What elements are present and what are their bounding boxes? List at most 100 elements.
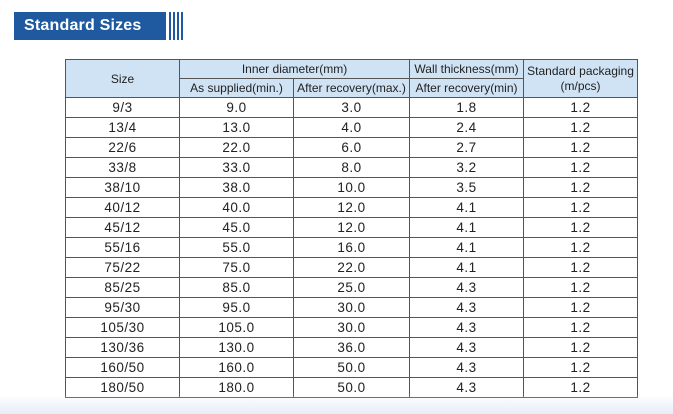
- table-row: 45/12 45.0 12.0 4.1 1.2: [65, 217, 639, 238]
- cell-wall-thickness: 3.5: [409, 177, 525, 198]
- cell-after-recovery-max: 8.0: [292, 157, 411, 178]
- table-row: 105/30 105.0 30.0 4.3 1.2: [65, 317, 639, 338]
- table-row: 55/16 55.0 16.0 4.1 1.2: [65, 237, 639, 258]
- cell-as-supplied: 38.0: [179, 177, 294, 198]
- header-as-supplied: As supplied(min.): [179, 78, 294, 98]
- cell-wall-thickness: 4.3: [409, 337, 525, 358]
- table-row: 130/36 130.0 36.0 4.3 1.2: [65, 337, 639, 358]
- standard-sizes-table: Size Inner diameter(mm) Wall thickness(m…: [65, 59, 639, 398]
- header-wall-thickness: Wall thickness(mm): [409, 59, 525, 79]
- cell-as-supplied: 33.0: [179, 157, 294, 178]
- cell-packaging: 1.2: [523, 357, 639, 378]
- cell-packaging: 1.2: [523, 277, 639, 298]
- table-row: 38/10 38.0 10.0 3.5 1.2: [65, 177, 639, 198]
- cell-after-recovery-max: 50.0: [292, 357, 411, 378]
- table-row: 13/4 13.0 4.0 2.4 1.2: [65, 117, 639, 138]
- cell-after-recovery-max: 3.0: [292, 97, 411, 118]
- cell-packaging: 1.2: [523, 297, 639, 318]
- cell-packaging: 1.2: [523, 97, 639, 118]
- cell-packaging: 1.2: [523, 337, 639, 358]
- cell-size: 105/30: [65, 317, 180, 338]
- table-row: 160/50 160.0 50.0 4.3 1.2: [65, 357, 639, 378]
- cell-size: 22/6: [65, 137, 180, 158]
- cell-after-recovery-max: 12.0: [292, 197, 411, 218]
- cell-after-recovery-max: 22.0: [292, 257, 411, 278]
- cell-size: 45/12: [65, 217, 180, 238]
- cell-packaging: 1.2: [523, 137, 639, 158]
- cell-after-recovery-max: 6.0: [292, 137, 411, 158]
- cell-as-supplied: 75.0: [179, 257, 294, 278]
- cell-size: 130/36: [65, 337, 180, 358]
- cell-packaging: 1.2: [523, 317, 639, 338]
- cell-as-supplied: 160.0: [179, 357, 294, 378]
- header-packaging-line1: Standard packaging: [527, 63, 634, 78]
- cell-size: 95/30: [65, 297, 180, 318]
- cell-as-supplied: 55.0: [179, 237, 294, 258]
- cell-packaging: 1.2: [523, 117, 639, 138]
- cell-as-supplied: 95.0: [179, 297, 294, 318]
- cell-packaging: 1.2: [523, 237, 639, 258]
- table-row: 75/22 75.0 22.0 4.1 1.2: [65, 257, 639, 278]
- banner-stripes-decoration: [169, 12, 185, 40]
- cell-after-recovery-max: 36.0: [292, 337, 411, 358]
- cell-wall-thickness: 4.1: [409, 257, 525, 278]
- cell-size: 38/10: [65, 177, 180, 198]
- table-row: 180/50 180.0 50.0 4.3 1.2: [65, 377, 639, 398]
- cell-wall-thickness: 1.8: [409, 97, 525, 118]
- cell-packaging: 1.2: [523, 217, 639, 238]
- cell-as-supplied: 45.0: [179, 217, 294, 238]
- cell-after-recovery-max: 30.0: [292, 317, 411, 338]
- cell-size: 160/50: [65, 357, 180, 378]
- cell-packaging: 1.2: [523, 377, 639, 398]
- cell-as-supplied: 22.0: [179, 137, 294, 158]
- table-row: 22/6 22.0 6.0 2.7 1.2: [65, 137, 639, 158]
- cell-as-supplied: 130.0: [179, 337, 294, 358]
- header-size: Size: [65, 59, 180, 98]
- cell-as-supplied: 105.0: [179, 317, 294, 338]
- header-after-recovery-min: After recovery(min): [409, 78, 525, 98]
- section-banner: Standard Sizes: [14, 12, 185, 40]
- cell-wall-thickness: 3.2: [409, 157, 525, 178]
- header-packaging-line2: (m/pcs): [560, 78, 601, 93]
- cell-size: 75/22: [65, 257, 180, 278]
- cell-after-recovery-max: 25.0: [292, 277, 411, 298]
- table-row: 85/25 85.0 25.0 4.3 1.2: [65, 277, 639, 298]
- cell-after-recovery-max: 30.0: [292, 297, 411, 318]
- table-row: 95/30 95.0 30.0 4.3 1.2: [65, 297, 639, 318]
- cell-wall-thickness: 2.4: [409, 117, 525, 138]
- cell-wall-thickness: 4.1: [409, 217, 525, 238]
- table-row: 9/3 9.0 3.0 1.8 1.2: [65, 97, 639, 118]
- cell-wall-thickness: 4.3: [409, 357, 525, 378]
- header-after-recovery-max: After recovery(max.): [292, 78, 411, 98]
- section-title: Standard Sizes: [14, 12, 166, 40]
- cell-wall-thickness: 4.3: [409, 277, 525, 298]
- cell-size: 55/16: [65, 237, 180, 258]
- cell-as-supplied: 9.0: [179, 97, 294, 118]
- cell-size: 13/4: [65, 117, 180, 138]
- cell-size: 40/12: [65, 197, 180, 218]
- cell-packaging: 1.2: [523, 177, 639, 198]
- cell-after-recovery-max: 12.0: [292, 217, 411, 238]
- cell-wall-thickness: 4.3: [409, 297, 525, 318]
- cell-after-recovery-max: 4.0: [292, 117, 411, 138]
- bottom-fade-decoration: [0, 394, 673, 414]
- header-standard-packaging: Standard packaging (m/pcs): [523, 59, 639, 98]
- cell-after-recovery-max: 10.0: [292, 177, 411, 198]
- cell-packaging: 1.2: [523, 197, 639, 218]
- cell-size: 85/25: [65, 277, 180, 298]
- cell-as-supplied: 13.0: [179, 117, 294, 138]
- header-inner-diameter: Inner diameter(mm): [178, 59, 411, 79]
- cell-after-recovery-max: 16.0: [292, 237, 411, 258]
- cell-packaging: 1.2: [523, 157, 639, 178]
- table-row: 40/12 40.0 12.0 4.1 1.2: [65, 197, 639, 218]
- cell-as-supplied: 40.0: [179, 197, 294, 218]
- cell-wall-thickness: 4.1: [409, 197, 525, 218]
- table-row: 33/8 33.0 8.0 3.2 1.2: [65, 157, 639, 178]
- cell-size: 33/8: [65, 157, 180, 178]
- cell-as-supplied: 85.0: [179, 277, 294, 298]
- cell-wall-thickness: 2.7: [409, 137, 525, 158]
- cell-wall-thickness: 4.3: [409, 317, 525, 338]
- cell-packaging: 1.2: [523, 257, 639, 278]
- cell-size: 9/3: [65, 97, 180, 118]
- table-body: 9/3 9.0 3.0 1.8 1.2 13/4 13.0 4.0 2.4 1.2 22/6 22.0…: [65, 97, 639, 398]
